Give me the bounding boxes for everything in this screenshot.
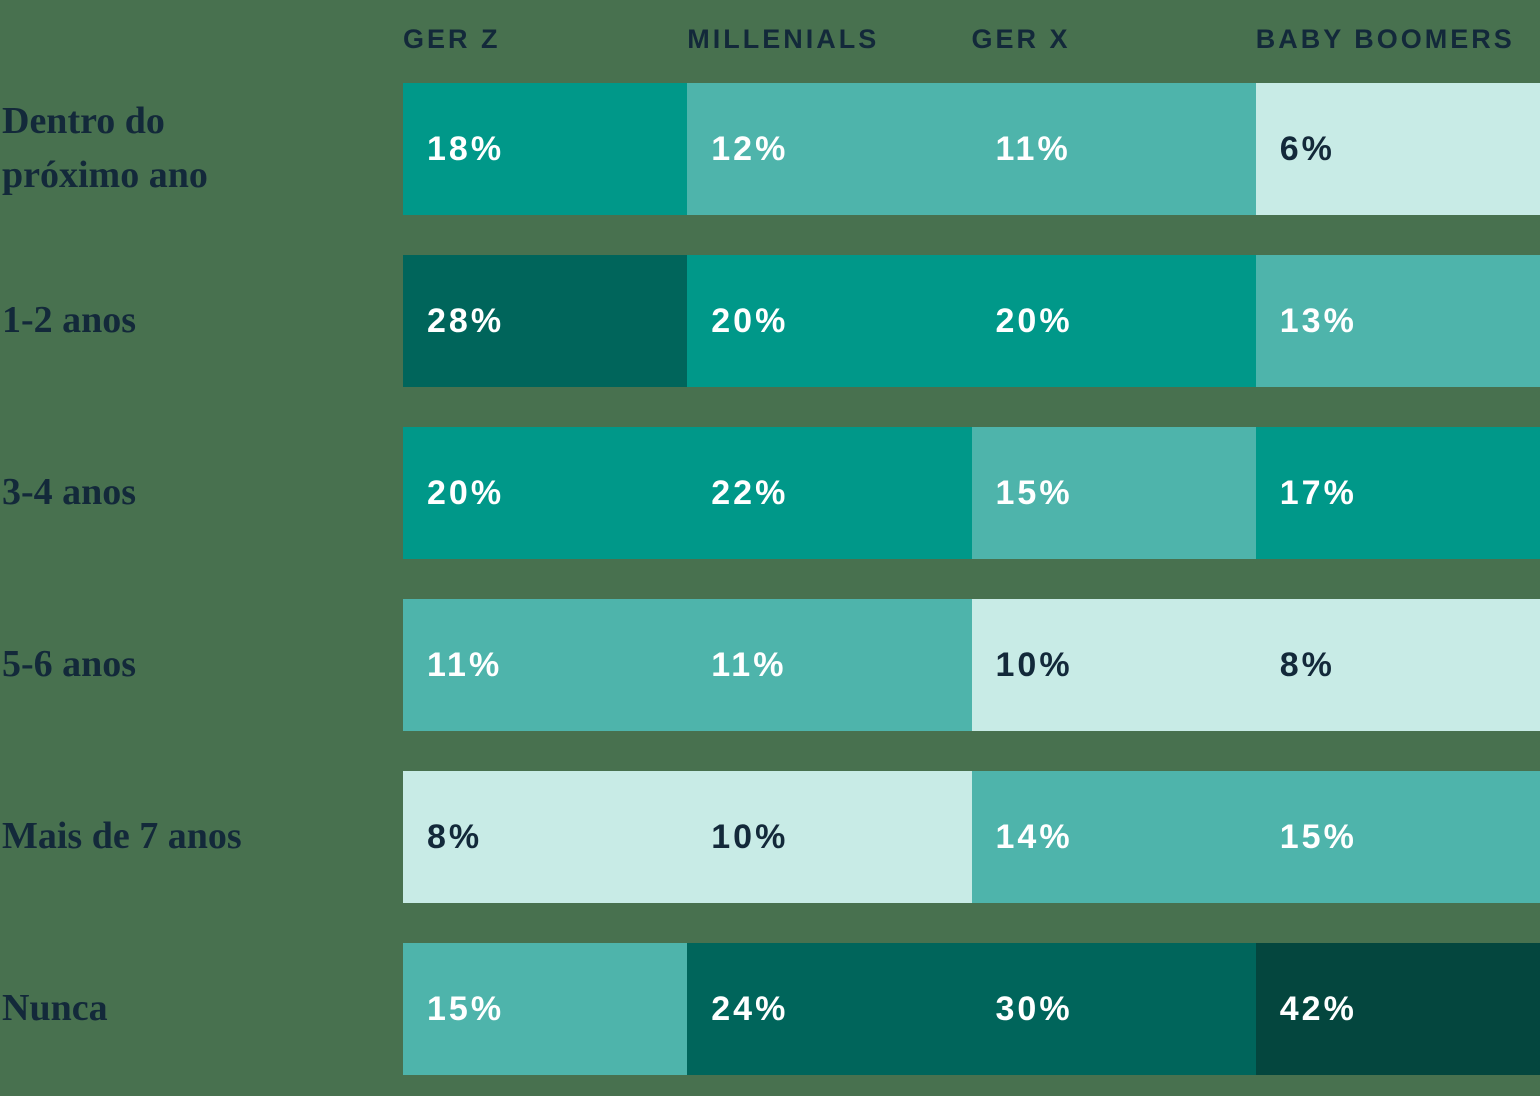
heatmap-row: Nunca 15% 24% 30% 42%	[0, 943, 1540, 1075]
cell-value: 10%	[711, 817, 789, 856]
heatmap-cell: 20%	[687, 255, 972, 387]
row-cells: 15% 24% 30% 42%	[403, 943, 1540, 1075]
heatmap-row: 1-2 anos 28% 20% 20% 13%	[0, 255, 1540, 387]
heatmap-cell: 15%	[971, 427, 1256, 559]
row-label-line: Mais de 7 anos	[2, 815, 242, 858]
heatmap-cell: 8%	[1255, 599, 1540, 731]
cell-value: 13%	[1279, 301, 1357, 340]
cell-value: 6%	[1279, 129, 1335, 168]
row-label: 3-4 anos	[0, 427, 403, 559]
column-header-3: GER X	[971, 24, 1071, 54]
cell-value: 18%	[427, 129, 505, 168]
row-cells: 20% 22% 15% 17%	[403, 427, 1540, 559]
cell-value: 20%	[427, 473, 505, 512]
row-label-line: Dentro do	[2, 100, 165, 143]
cell-value: 20%	[711, 301, 789, 340]
heatmap-cell: 18%	[403, 83, 688, 215]
cell-value: 8%	[1279, 645, 1335, 684]
heatmap-cell: 15%	[1255, 771, 1540, 903]
row-label-line: próximo ano	[2, 154, 208, 196]
cell-value: 24%	[711, 989, 789, 1028]
column-header-1: GER Z	[403, 24, 501, 54]
column-headers: GER Z MILLENIALS GER X BABY BOOMERS	[403, 0, 1540, 55]
heatmap-cell: 17%	[1255, 427, 1540, 559]
heatmap-cell: 24%	[687, 943, 972, 1075]
heatmap-cell: 28%	[403, 255, 688, 387]
row-cells: 18% 12% 11% 6%	[403, 83, 1540, 215]
column-header-4: BABY BOOMERS	[1255, 24, 1515, 54]
heatmap-cell: 11%	[403, 599, 688, 731]
row-label: Nunca	[0, 943, 403, 1075]
row-label: Dentro do próximo ano	[0, 83, 403, 215]
row-label: 1-2 anos	[0, 255, 403, 387]
row-label: Mais de 7 anos	[0, 771, 403, 903]
heatmap-row: Mais de 7 anos 8% 10% 14% 15%	[0, 771, 1540, 903]
row-label: 5-6 anos	[0, 599, 403, 731]
heatmap-cell: 14%	[971, 771, 1256, 903]
row-label-line: 5-6 anos	[2, 643, 137, 686]
heatmap-cell: 11%	[687, 599, 972, 731]
row-cells: 8% 10% 14% 15%	[403, 771, 1540, 903]
row-cells: 11% 11% 10% 8%	[403, 599, 1540, 731]
cell-value: 17%	[1279, 473, 1357, 512]
cell-value: 8%	[427, 817, 483, 856]
heatmap-rows: Dentro do próximo ano 18% 12% 11% 6% 1-2 …	[0, 83, 1540, 1075]
cell-value: 11%	[711, 645, 787, 684]
cell-value: 11%	[427, 645, 503, 684]
heatmap-cell: 15%	[403, 943, 688, 1075]
heatmap-cell: 6%	[1255, 83, 1540, 215]
cell-value: 15%	[427, 989, 505, 1028]
cell-value: 42%	[1279, 989, 1357, 1028]
cell-value: 20%	[995, 301, 1073, 340]
cell-value: 12%	[711, 129, 789, 168]
heatmap-row: Dentro do próximo ano 18% 12% 11% 6%	[0, 83, 1540, 215]
heatmap-cell: 12%	[687, 83, 972, 215]
heatmap-cell: 11%	[971, 83, 1256, 215]
column-header-2: MILLENIALS	[687, 24, 880, 54]
row-label-line: Nunca	[2, 987, 108, 1030]
row-label-line: 3-4 anos	[2, 471, 137, 514]
cell-value: 15%	[1279, 817, 1357, 856]
heatmap-cell: 20%	[971, 255, 1256, 387]
heatmap-row: 3-4 anos 20% 22% 15% 17%	[0, 427, 1540, 559]
heatmap-cell: 22%	[687, 427, 972, 559]
cell-value: 10%	[995, 645, 1073, 684]
heatmap-cell: 30%	[971, 943, 1256, 1075]
heatmap-cell: 42%	[1255, 943, 1540, 1075]
heatmap-row: 5-6 anos 11% 11% 10% 8%	[0, 599, 1540, 731]
heatmap-cell: 13%	[1255, 255, 1540, 387]
cell-value: 22%	[711, 473, 789, 512]
column-headers-row: GER Z MILLENIALS GER X BABY BOOMERS	[0, 0, 1540, 83]
cell-value: 15%	[995, 473, 1073, 512]
cell-value: 30%	[995, 989, 1073, 1028]
cell-value: 11%	[995, 129, 1071, 168]
row-label-line: 1-2 anos	[2, 299, 137, 342]
heatmap-cell: 20%	[403, 427, 688, 559]
row-cells: 28% 20% 20% 13%	[403, 255, 1540, 387]
heatmap-cell: 10%	[687, 771, 972, 903]
cell-value: 14%	[995, 817, 1073, 856]
heatmap-cell: 8%	[403, 771, 688, 903]
cell-value: 28%	[427, 301, 505, 340]
heatmap-cell: 10%	[971, 599, 1256, 731]
